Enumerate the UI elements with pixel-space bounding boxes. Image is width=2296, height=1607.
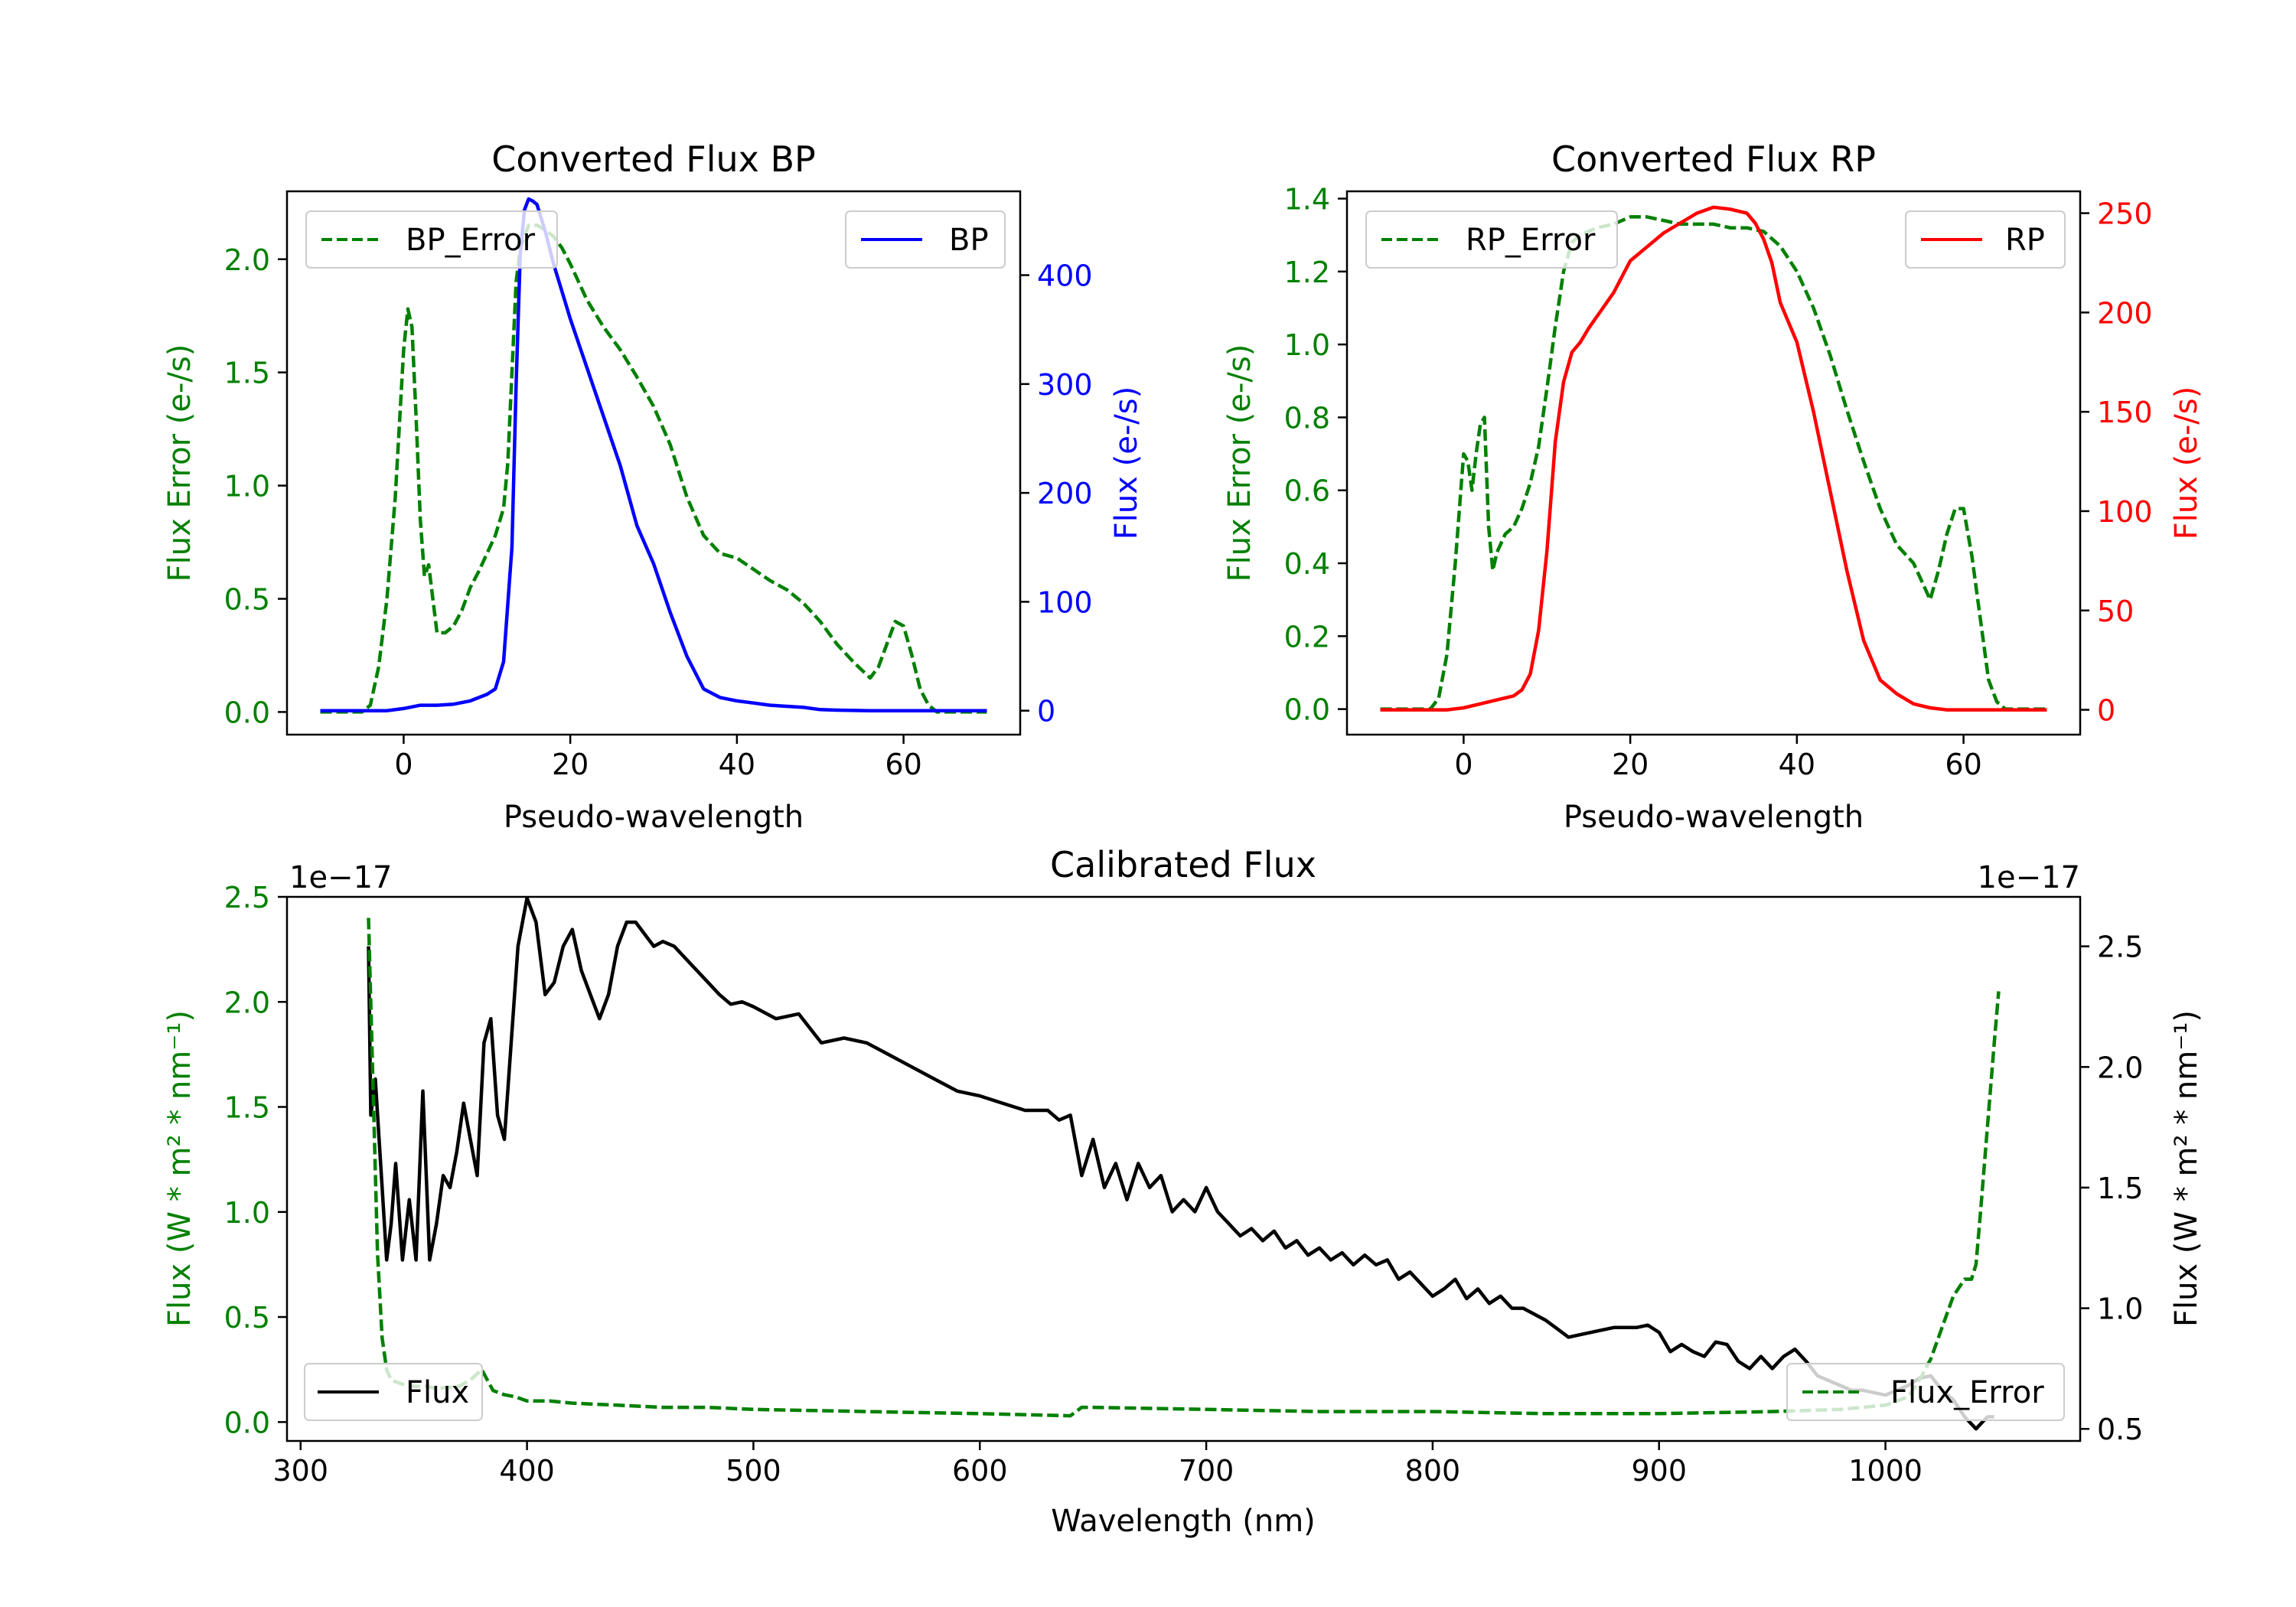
calibrated-ytick-right-label: 2.5: [2097, 931, 2143, 964]
calibrated-ylabel-right: Flux (W * m² * nm⁻¹): [2169, 1010, 2204, 1327]
bp-ytick-right-label: 400: [1037, 259, 1093, 293]
calibrated-ytick-right-label: 1.0: [2097, 1292, 2143, 1326]
rp-series-rp-error-line: [1380, 215, 2047, 711]
bp-ytick-right-label: 100: [1037, 585, 1093, 619]
calibrated-ytick-left-label: 0.0: [224, 1406, 270, 1439]
calibrated-xtick-label: 300: [272, 1454, 328, 1488]
calibrated-xtick-label: 800: [1405, 1454, 1461, 1488]
rp-ytick-right-label: 150: [2097, 396, 2153, 429]
bp-xtick-label: 20: [552, 748, 589, 781]
rp-xtick-label: 20: [1612, 748, 1649, 781]
calibrated-offset-right: 1e−17: [1978, 860, 2080, 895]
bp-ytick-left-label: 0.5: [224, 583, 270, 617]
rp-xtick-label: 60: [1945, 748, 1981, 781]
bp-axes-frame: [285, 190, 1022, 736]
calibrated-xtick-label: 700: [1179, 1454, 1234, 1488]
calibrated-axes-frame: [285, 895, 2082, 1442]
rp-ytick-right-label: 50: [2097, 595, 2134, 628]
rp-ytick-left-label: 1.4: [1284, 183, 1330, 217]
calibrated-series-flux-line: [367, 897, 1994, 1431]
rp-ylabel-left: Flux Error (e-/s): [1222, 344, 1257, 582]
bp-series-bp-line: [320, 197, 987, 712]
calibrated-xtick-label: 600: [952, 1454, 1008, 1488]
calibrated-ytick-left-label: 0.5: [224, 1301, 270, 1335]
bp-xtick-label: 0: [394, 748, 413, 781]
rp-error-legend: RP_Error: [1365, 210, 1618, 269]
bp-legend: BP: [845, 210, 1006, 269]
bp-ytick-right-label: 200: [1037, 477, 1093, 510]
calibrated-ytick-right-label: 0.5: [2097, 1413, 2143, 1446]
calibrated-xtick-label: 400: [499, 1454, 555, 1488]
rp-ytick-left-label: 0.2: [1284, 620, 1330, 654]
calibrated-xtick-label: 1000: [1848, 1454, 1923, 1488]
bp-ytick-right-label: 0: [1037, 695, 1055, 729]
bp-ytick-left-label: 0.0: [224, 696, 270, 729]
rp-error-legend-label: RP_Error: [1466, 223, 1596, 258]
rp-panel: 0 20 40 60 0.0 0.2 0.4 0.6 0.8 1.0 1.2 1.4 0 50 100 150…: [1222, 139, 2204, 835]
bp-ylabel-right: Flux (e-/s): [1109, 386, 1144, 539]
rp-ytick-left-label: 0.8: [1284, 401, 1330, 435]
rp-ytick-left-label: 1.2: [1284, 256, 1330, 289]
rp-ytick-right-label: 0: [2097, 694, 2115, 728]
rp-title: Converted Flux RP: [1551, 139, 1876, 180]
calibrated-panel: 300 400 500 600 700 800 900 1000 0.0 0.5 1.0 1.5 2.0…: [162, 844, 2204, 1539]
calibrated-ytick-right-label: 1.5: [2097, 1172, 2143, 1205]
bp-panel: 0 20 40 60 0.0 0.5 1.0 1.5 2.0 0 100 200 300 400 Conv…: [162, 139, 1144, 835]
calibrated-xlabel: Wavelength (nm): [1051, 1504, 1316, 1539]
bp-error-legend: BP_Error: [305, 210, 558, 269]
rp-axes-frame: [1345, 190, 2082, 736]
bp-ytick-left-label: 1.5: [224, 357, 270, 390]
rp-ytick-right-label: 250: [2097, 197, 2153, 231]
rp-ytick-right-label: 100: [2097, 495, 2153, 529]
calibrated-ytick-left-label: 2.5: [224, 881, 270, 914]
bp-xtick-label: 60: [885, 748, 921, 781]
rp-legend: RP: [1905, 210, 2066, 269]
rp-series-rp-line: [1380, 205, 2047, 712]
rp-legend-label: RP: [2005, 223, 2045, 258]
bp-title: Converted Flux BP: [491, 139, 816, 180]
calibrated-xtick-label: 900: [1631, 1454, 1687, 1488]
flux-error-legend-label: Flux_Error: [1890, 1375, 2044, 1410]
flux-legend-label: Flux: [406, 1375, 469, 1410]
bp-ytick-left-label: 1.0: [224, 470, 270, 504]
bp-error-legend-label: BP_Error: [406, 223, 536, 258]
calibrated-ytick-left-label: 1.0: [224, 1196, 270, 1230]
calibrated-ytick-left-label: 2.0: [224, 986, 270, 1019]
calibrated-xtick-label: 500: [726, 1454, 781, 1488]
bp-ylabel-left: Flux Error (e-/s): [162, 344, 197, 582]
rp-xtick-label: 0: [1454, 748, 1473, 781]
flux-error-legend: Flux_Error: [1786, 1363, 2065, 1421]
rp-ylabel-right: Flux (e-/s): [2169, 386, 2204, 539]
calibrated-offset-left: 1e−17: [289, 860, 392, 895]
flux-legend: Flux: [304, 1363, 483, 1421]
bp-ytick-right-label: 300: [1037, 368, 1093, 402]
bp-legend-label: BP: [949, 223, 989, 258]
bp-xlabel: Pseudo-wavelength: [504, 800, 804, 835]
rp-ytick-left-label: 0.0: [1284, 693, 1330, 727]
bp-series-bp-error-line: [320, 223, 987, 714]
calibrated-ytick-left-label: 1.5: [224, 1091, 270, 1125]
rp-ytick-left-label: 1.0: [1284, 328, 1330, 362]
calibrated-series-flux-error-line: [367, 918, 2001, 1418]
rp-xtick-label: 40: [1779, 748, 1815, 781]
rp-ytick-left-label: 0.6: [1284, 474, 1330, 508]
calibrated-title: Calibrated Flux: [1050, 844, 1316, 885]
calibrated-ylabel-left: Flux (W * m² * nm⁻¹): [162, 1010, 197, 1327]
bp-xtick-label: 40: [719, 748, 755, 781]
calibrated-ytick-right-label: 2.0: [2097, 1051, 2143, 1084]
rp-xlabel: Pseudo-wavelength: [1564, 800, 1864, 835]
rp-ytick-left-label: 0.4: [1284, 547, 1330, 581]
bp-ytick-left-label: 2.0: [224, 243, 270, 277]
rp-ytick-right-label: 200: [2097, 296, 2153, 330]
